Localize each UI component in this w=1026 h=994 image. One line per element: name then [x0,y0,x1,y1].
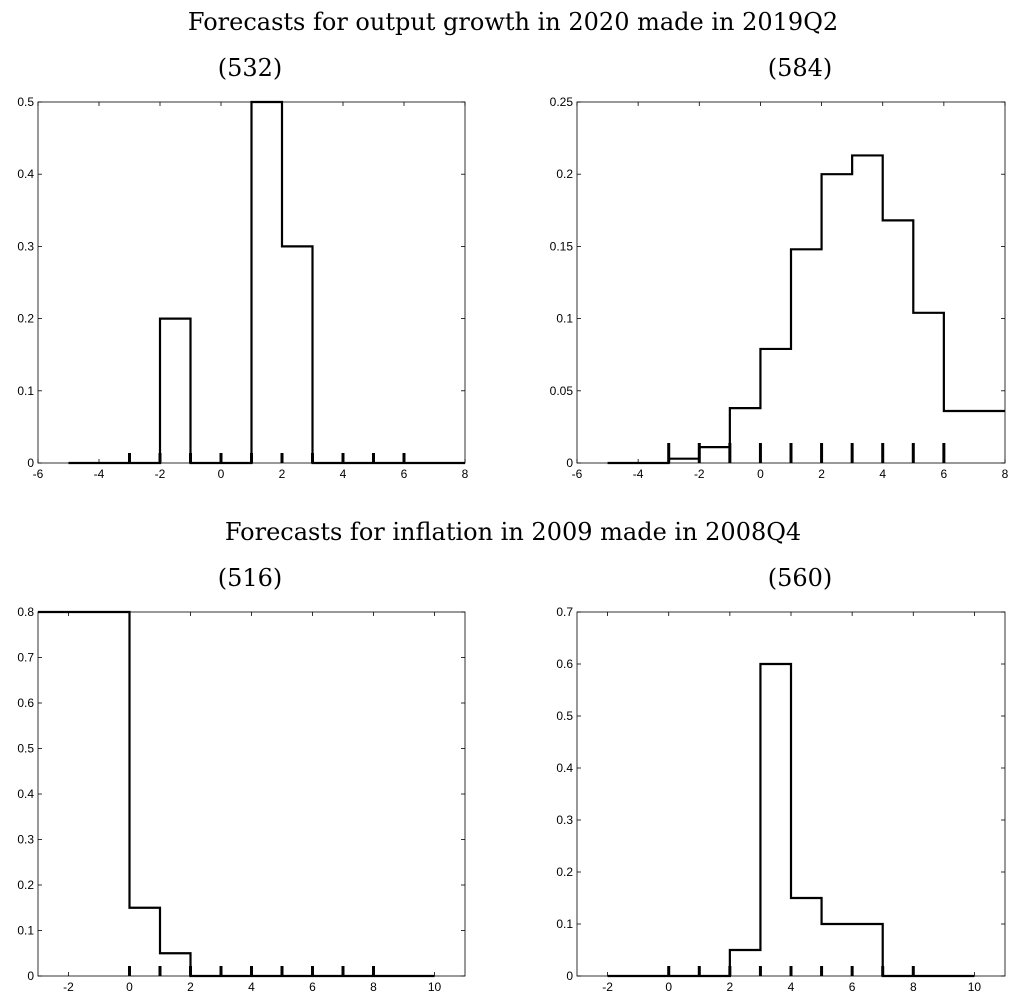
y-tick-label: 0.1 [556,917,573,931]
histogram-bin [730,408,761,463]
x-tick-label: 4 [879,467,886,481]
x-tick-label: 4 [340,467,347,481]
histogram-bin [699,447,730,463]
x-tick-label: 6 [401,467,408,481]
histogram-bin [760,664,791,976]
y-tick-label: 0.3 [17,239,34,253]
x-tick-label: 8 [462,467,469,481]
x-tick-label: 8 [1002,467,1009,481]
x-tick-label: 4 [788,980,795,994]
chart-output-growth-532: -6 -4 -2 0 2 4 6 8 0 0.1 0.2 0.3 0.4 0.5 [17,95,468,481]
y-tick-label: 0.3 [17,833,34,847]
x-tick-label: 4 [248,980,255,994]
y-tick-label: 0.2 [556,167,573,181]
histogram-bin [730,950,761,976]
x-tick-label: -2 [63,980,74,994]
y-tick-label: 0.25 [550,95,574,109]
x-tick-label: 8 [370,980,377,994]
x-tick-label: 2 [727,980,734,994]
histogram-step-line [68,100,465,465]
y-tick-label: 0.6 [17,696,34,710]
y-tick-label: 0.5 [556,709,573,723]
chart-output-growth-584: -6 -4 -2 0 2 4 6 8 0 0.05 0.1 0.15 0.2 0.25 [550,95,1009,481]
x-tick-label: 6 [309,980,316,994]
histogram-bin [913,313,944,463]
histogram-bin [282,246,313,463]
y-tick-label: 0.4 [556,761,573,775]
y-tick-label: 0.1 [17,384,34,398]
x-tick-label: 0 [757,467,764,481]
x-tick-label: 2 [187,980,194,994]
histogram-bin [38,612,130,976]
y-tick-label: 0.4 [17,787,34,801]
histogram-bin [791,898,822,976]
y-tick-label: 0.2 [556,865,573,879]
y-tick-label: 0.2 [17,878,34,892]
panel-label-532: (532) [217,54,283,82]
x-tick-label: -4 [94,467,105,481]
panel-label-560: (560) [767,564,833,592]
x-tick-label: -6 [572,467,583,481]
x-tick-label: -2 [602,980,613,994]
x-tick-label: -6 [33,467,44,481]
y-tick-label: 0.3 [556,813,573,827]
x-tick-label: 2 [279,467,286,481]
histogram-bin [160,319,191,463]
histogram-bin [883,220,914,463]
x-tick-label: 2 [818,467,825,481]
histogram-bin [944,411,1005,463]
section-title-inflation: Forecasts for inflation in 2009 made in … [224,518,802,546]
chart-inflation-516: -2 0 2 4 6 8 10 0 0.1 0.2 0.3 0.4 0.5 0.6 0.7 0.8 [17,605,466,994]
x-tick-label: 0 [218,467,225,481]
histogram-bin [822,174,853,463]
histogram-bin [791,249,822,463]
chart-inflation-560: -2 0 2 4 6 8 10 0 0.1 0.2 0.3 0.4 0.5 0.6 0.7 [556,605,1006,994]
y-tick-label: 0.5 [17,95,34,109]
x-tick-label: 10 [428,980,442,994]
x-tick-label: 6 [849,980,856,994]
y-tick-label: 0.1 [556,312,573,326]
y-tick-label: 0.8 [17,605,34,619]
y-tick-label: 0.1 [17,924,34,938]
y-tick-label: 0 [566,969,573,983]
panel-label-516: (516) [217,564,283,592]
histogram-step-line [38,610,435,978]
histogram-bin [160,953,191,976]
y-tick-label: 0.2 [17,312,34,326]
histogram-bin [760,349,791,463]
x-tick-label: -2 [155,467,166,481]
y-tick-label: 0 [27,969,34,983]
histogram-step-line [607,662,975,978]
histogram-bin [130,908,161,976]
histogram-bin [852,155,883,463]
y-tick-label: 0.4 [17,167,34,181]
plot-frame [37,611,466,977]
histogram-step-line [607,154,1005,465]
panel-label-584: (584) [767,54,833,82]
y-tick-label: 0.6 [556,657,573,671]
y-tick-label: 0.05 [550,384,574,398]
x-tick-label: -4 [633,467,644,481]
x-tick-label: -2 [694,467,705,481]
y-tick-label: 0.15 [550,239,574,253]
y-tick-label: 0.7 [556,605,573,619]
x-tick-label: 8 [910,980,917,994]
y-tick-label: 0 [566,456,573,470]
x-tick-label: 0 [126,980,133,994]
y-tick-label: 0 [27,456,34,470]
section-title-output-growth: Forecasts for output growth in 2020 made… [187,8,839,36]
histogram-bin [252,102,283,463]
y-tick-label: 0.7 [17,651,34,665]
y-tick-label: 0.5 [17,742,34,756]
x-tick-label: 0 [665,980,672,994]
x-tick-label: 10 [968,980,982,994]
x-tick-label: 6 [941,467,948,481]
